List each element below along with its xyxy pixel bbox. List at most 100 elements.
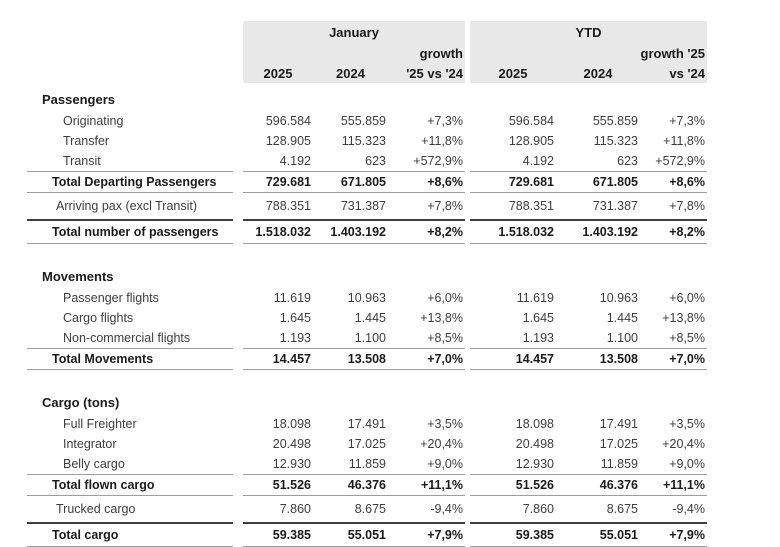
cell-jan-2025: 7.860 (279, 502, 311, 516)
table-row: Integrator 20.498 17.025 +20,4% 20.498 17.025… (27, 434, 707, 454)
table-row: Total cargo 59.385 55.051 +7,9% 59.385 55.051… (27, 522, 707, 547)
cell-jan-2024: 46.376 (313, 474, 388, 496)
header-filler (243, 43, 388, 63)
cell-ytd-growth: +11,8% (663, 134, 705, 148)
section-header-row: Movements (27, 264, 707, 288)
header-empty-cell (27, 63, 243, 83)
cell-ytd-2025: 596.584 (508, 114, 554, 128)
column-gap (233, 220, 243, 244)
cell-jan-2024: 17.025 (347, 437, 386, 451)
ytd-growth-header-line2: vs '24 (640, 63, 707, 83)
column-gap (233, 328, 243, 349)
cell-jan-growth: +11,8% (421, 134, 463, 148)
cell-jan-growth: +11,1% (388, 474, 465, 496)
cell-jan-2024: 115.323 (341, 134, 386, 148)
table-row: Passenger flights 11.619 10.963 +6,0% 11.619… (27, 288, 707, 308)
cell-jan-2024: 555.859 (340, 114, 386, 128)
cell-ytd-growth: +8,5% (669, 331, 705, 345)
row-spacer (27, 244, 707, 265)
cell-ytd-2025: 18.098 (515, 417, 554, 431)
cell-ytd-2025: 1.518.032 (470, 219, 556, 244)
growth-header-row: growth growth '25 (27, 43, 707, 63)
table-row: Transfer 128.905 115.323 +11,8% 128.905 115.3… (27, 131, 707, 151)
cell-ytd-growth: -9,4% (672, 502, 705, 516)
row-label: Total cargo (27, 522, 233, 547)
row-label: Belly cargo (63, 457, 125, 471)
cell-jan-2024: 671.805 (313, 171, 388, 193)
cell-jan-2025: 59.385 (243, 522, 313, 547)
cell-jan-2025: 596.584 (265, 114, 311, 128)
section-label: Movements (42, 269, 114, 284)
table-row: Belly cargo 12.930 11.859 +9,0% 12.930 11.859… (27, 454, 707, 475)
cell-jan-2025: 4.192 (279, 154, 311, 168)
cell-jan-growth: +9,0% (427, 457, 463, 471)
cell-jan-growth: +8,2% (388, 219, 465, 244)
cell-jan-growth: -9,4% (430, 502, 463, 516)
cell-ytd-2025: 11.619 (516, 291, 554, 305)
cell-ytd-2024: 55.051 (556, 522, 640, 547)
cell-ytd-2025: 7.860 (522, 502, 554, 516)
cell-jan-2024: 10.963 (347, 291, 386, 305)
table-row: Total flown cargo 51.526 46.376 +11,1% 51.52… (27, 474, 707, 496)
cell-jan-2025: 18.098 (272, 417, 311, 431)
row-label: Cargo flights (63, 311, 134, 325)
cell-ytd-growth: +3,5% (669, 417, 705, 431)
cell-ytd-2025: 729.681 (470, 171, 556, 193)
cell-jan-2025: 14.457 (243, 348, 313, 370)
ytd-group-header: YTD (470, 21, 707, 43)
column-gap (233, 172, 243, 193)
cell-ytd-2024: 671.805 (556, 171, 640, 193)
cell-ytd-growth: +9,0% (669, 457, 705, 471)
traffic-report: January YTD growth growth '25 2025 2024 … (27, 21, 707, 547)
cell-ytd-2025: 1.193 (522, 331, 554, 345)
ytd-2024-header: 2024 (556, 63, 640, 83)
row-label: Integrator (63, 437, 117, 451)
table-row: Full Freighter 18.098 17.491 +3,5% 18.098 17.… (27, 414, 707, 434)
cell-ytd-2024: 11.859 (600, 457, 638, 471)
cell-jan-2024: 1.403.192 (313, 219, 388, 244)
cell-jan-2025: 12.930 (272, 457, 311, 471)
column-gap (233, 288, 243, 308)
table-row: Non-commercial flights 1.193 1.100 +8,5% 1.1… (27, 328, 707, 349)
cell-ytd-growth: +8,2% (640, 219, 707, 244)
table-row: Originating 596.584 555.859 +7,3% 596.584 555… (27, 111, 707, 131)
table-row: Cargo flights 1.645 1.445 +13,8% 1.645 1.445 +… (27, 308, 707, 328)
cell-ytd-2025: 12.930 (515, 457, 554, 471)
january-2024-header: 2024 (313, 63, 388, 83)
cell-jan-growth: +7,0% (388, 348, 465, 370)
cell-jan-2025: 128.905 (265, 134, 311, 148)
row-label: Transfer (63, 134, 110, 148)
cell-ytd-2025: 128.905 (508, 134, 554, 148)
cell-jan-growth: +7,3% (427, 114, 463, 128)
january-growth-header-line2: '25 vs '24 (388, 63, 465, 83)
table-row: Total Departing Passengers 729.681 671.805… (27, 171, 707, 193)
spacer-row (27, 244, 707, 265)
column-gap (233, 496, 243, 524)
column-gap (233, 193, 243, 221)
cell-ytd-2024: 10.963 (599, 291, 638, 305)
cell-ytd-2025: 51.526 (470, 474, 556, 496)
cell-ytd-2024: 555.859 (592, 114, 638, 128)
table-row: Total Movements 14.457 13.508 +7,0% 14.457 13… (27, 348, 707, 370)
cell-ytd-2024: 1.100 (606, 331, 638, 345)
row-label: Trucked cargo (56, 502, 136, 516)
cell-ytd-2025: 788.351 (508, 199, 554, 213)
column-gap (233, 111, 243, 131)
column-gap (233, 308, 243, 328)
cell-ytd-2024: 731.387 (592, 199, 638, 213)
column-gap (233, 434, 243, 454)
cell-ytd-2024: 115.323 (593, 134, 638, 148)
table-row: Arriving pax (excl Transit) 788.351 731.38… (27, 193, 707, 221)
row-label: Arriving pax (excl Transit) (56, 199, 198, 213)
cell-jan-2025: 1.645 (279, 311, 311, 325)
cell-jan-2024: 17.491 (347, 417, 386, 431)
cell-jan-2025: 1.193 (279, 331, 311, 345)
ytd-growth-header-line1: growth '25 (640, 43, 707, 63)
cell-ytd-2025: 14.457 (470, 348, 556, 370)
cell-jan-growth: +6,0% (427, 291, 463, 305)
january-growth-header-line1: growth (388, 43, 465, 63)
column-gap (233, 523, 243, 547)
cell-jan-2025: 1.518.032 (243, 219, 313, 244)
cell-jan-growth: +572,9% (413, 154, 463, 168)
